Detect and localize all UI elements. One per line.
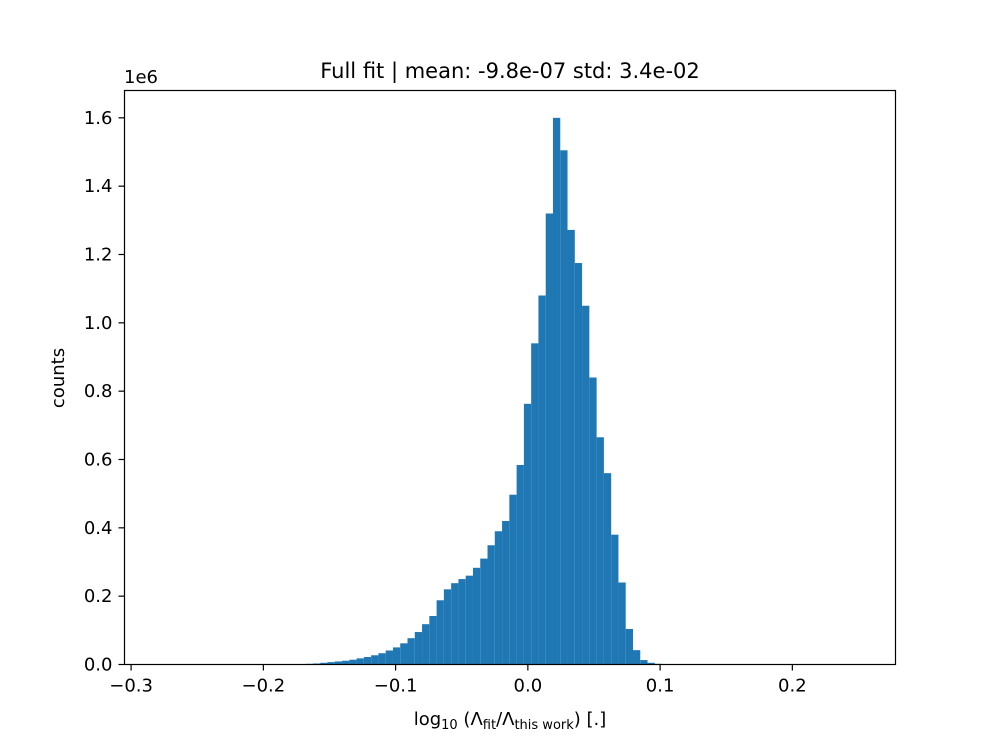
- x-axis-label-log: log: [414, 709, 441, 730]
- histogram-bar: [567, 229, 575, 665]
- x-axis-label-sub-fit: fit: [483, 718, 496, 733]
- histogram-bar: [552, 117, 561, 665]
- y-tick-label: 1.0: [84, 313, 113, 334]
- histogram-bar: [596, 437, 604, 665]
- histogram-bar: [342, 660, 350, 665]
- histogram-bar: [494, 531, 503, 665]
- histogram-bar: [611, 534, 619, 665]
- histogram-bar: [603, 473, 612, 665]
- y-tick-label: 0.2: [84, 586, 113, 607]
- x-axis-label: log10 (Λfit/Λthis work) [.]: [414, 709, 607, 733]
- bars-group: [298, 117, 670, 665]
- histogram-bar: [414, 632, 423, 665]
- histogram-bar: [356, 658, 364, 665]
- x-tick-label: 0.0: [514, 676, 543, 697]
- histogram-bar: [407, 638, 415, 665]
- histogram-bar: [371, 655, 379, 665]
- histogram-bar: [363, 656, 372, 665]
- histogram-bar: [589, 377, 597, 665]
- histogram-bar: [531, 343, 539, 665]
- histogram-bar: [458, 579, 466, 665]
- histogram-bar: [320, 662, 328, 665]
- histogram-bar: [480, 558, 488, 665]
- histogram-bar: [560, 150, 568, 665]
- x-tick-label: 0.2: [778, 676, 807, 697]
- y-tick-label: 0.0: [84, 655, 113, 676]
- x-axis-label-open: (Λ: [458, 709, 484, 730]
- histogram-bar: [632, 650, 641, 665]
- y-axis-label: counts: [48, 348, 69, 408]
- histogram-bar: [443, 589, 452, 665]
- x-axis-label-sub-this-work: this work: [514, 718, 574, 733]
- y-tick-label: 0.6: [84, 450, 113, 471]
- x-tick-label: −0.2: [241, 676, 285, 697]
- histogram-bar: [436, 600, 444, 665]
- histogram-bar: [625, 628, 633, 665]
- chart-title: Full fit | mean: -9.8e-07 std: 3.4e-02: [320, 59, 700, 84]
- x-tick-label: 0.1: [646, 676, 675, 697]
- histogram-bar: [574, 263, 583, 665]
- histogram-bar: [400, 643, 408, 665]
- plot-frame: [123, 89, 897, 666]
- x-tick-label: −0.1: [374, 676, 418, 697]
- histogram-bar: [349, 659, 357, 665]
- y-axis-multiplier: 1e6: [124, 67, 158, 88]
- x-axis-ticks: −0.3 −0.2 −0.1 0.0 0.1 0.2: [109, 664, 807, 697]
- y-axis-ticks: 0.0 0.2 0.4 0.6 0.8 1.0 1.2 1.4 1.6: [84, 108, 125, 676]
- histogram-bar: [582, 305, 590, 665]
- histogram-bar: [451, 583, 459, 665]
- histogram-bar: [472, 567, 481, 665]
- y-tick-label: 1.6: [84, 108, 113, 129]
- histogram-bar: [523, 403, 532, 665]
- x-axis-label-log-base: 10: [441, 718, 458, 733]
- y-tick-label: 0.4: [84, 518, 113, 539]
- histogram-bar: [327, 662, 335, 665]
- histogram-bar: [487, 545, 495, 665]
- histogram-bar: [429, 615, 437, 665]
- histogram-bar: [647, 662, 655, 665]
- histogram-bar: [618, 582, 626, 665]
- y-tick-label: 1.2: [84, 245, 113, 266]
- histogram-bar: [465, 575, 473, 665]
- histogram-bar: [545, 213, 553, 665]
- histogram-bar: [538, 295, 546, 665]
- histogram-bar: [640, 660, 648, 665]
- histogram-bar: [392, 647, 401, 665]
- histogram-bar: [334, 661, 343, 665]
- x-axis-label-mid: /Λ: [496, 709, 515, 730]
- x-tick-label: −0.3: [109, 676, 153, 697]
- histogram-bar: [509, 494, 517, 665]
- histogram-bar: [422, 624, 430, 665]
- y-tick-label: 1.4: [84, 176, 113, 197]
- y-tick-label: 0.8: [84, 381, 113, 402]
- x-axis-label-close: ) [.]: [574, 709, 607, 730]
- histogram-bar: [385, 650, 393, 665]
- histogram-bar: [516, 464, 524, 665]
- histogram-bar: [502, 521, 510, 665]
- histogram-bar: [378, 653, 386, 665]
